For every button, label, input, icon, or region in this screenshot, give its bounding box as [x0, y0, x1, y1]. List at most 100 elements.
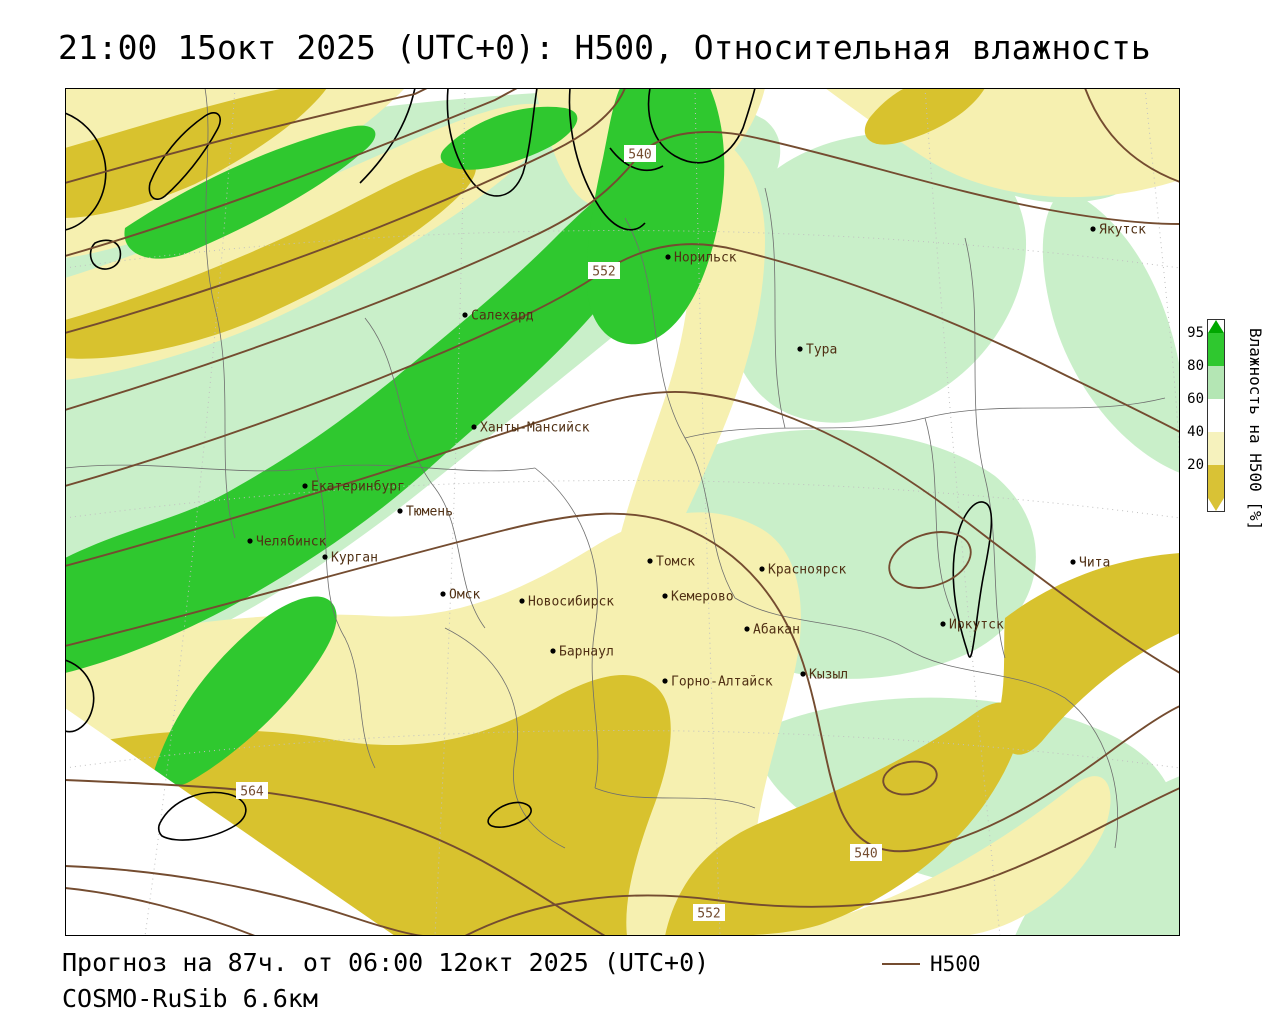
colorbar-tick: 20	[1187, 457, 1204, 473]
contour-label: 564	[236, 782, 268, 800]
city-label: Омск	[449, 588, 480, 603]
city-marker	[322, 554, 328, 560]
city-label: Томск	[656, 555, 695, 570]
colorbar-tick: 40	[1187, 424, 1204, 440]
city: Иркутск	[940, 618, 1004, 633]
contour-label-bg	[850, 844, 882, 861]
city-marker	[1070, 559, 1076, 565]
h500-legend: H500	[882, 952, 981, 976]
humidity-bright-green-layer	[65, 88, 725, 787]
city: Абакан	[744, 623, 800, 638]
city-label: Красноярск	[768, 563, 846, 578]
contour-label-text: 540	[854, 847, 877, 862]
city-label: Абакан	[753, 623, 800, 638]
city: Якутск	[1090, 223, 1146, 238]
city-marker	[759, 566, 765, 572]
contour-label: 552	[588, 262, 620, 280]
map-svg: 540 552 564 540 552 Норильск Салехард Тура Якут…	[65, 88, 1180, 936]
city-marker	[662, 593, 668, 599]
city: Тюмень	[397, 505, 453, 520]
contour-label: 552	[693, 904, 725, 922]
coastlines	[65, 88, 993, 841]
city: Новосибирск	[519, 595, 614, 610]
city-label: Тюмень	[406, 505, 453, 520]
contour-labels: 540 552 564 540 552	[236, 145, 882, 922]
city-label: Кызыл	[809, 668, 848, 683]
city-marker	[647, 558, 653, 564]
city: Омск	[440, 588, 480, 603]
city: Чита	[1070, 556, 1110, 571]
city-marker	[940, 621, 946, 627]
city-label: Ханты-Мансийск	[480, 421, 590, 436]
admin-borders	[65, 88, 1166, 849]
city: Тура	[797, 343, 837, 358]
colorbar-segment	[1208, 320, 1224, 333]
colorbar-segment	[1208, 399, 1224, 432]
city: Салехард	[462, 309, 534, 324]
contour-label-text: 564	[240, 785, 264, 800]
city-marker	[800, 671, 806, 677]
city: Красноярск	[759, 563, 846, 578]
city-label: Барнаул	[559, 645, 614, 660]
colorbar-tick: 95	[1187, 325, 1204, 341]
city-marker	[665, 254, 671, 260]
city-marker	[302, 483, 308, 489]
colorbar-tick: 80	[1187, 358, 1204, 374]
city-label: Якутск	[1099, 223, 1146, 238]
city-label: Челябинск	[256, 535, 327, 550]
city-marker	[662, 678, 668, 684]
city-marker	[519, 598, 525, 604]
colorbar-segment	[1208, 498, 1224, 511]
colorbar-segment	[1208, 366, 1224, 399]
city-marker	[744, 626, 750, 632]
colorbar-label: Влажность на H500 [%]	[1246, 328, 1265, 531]
humidity-colorbar: 95 80 60 40 20	[1186, 319, 1246, 520]
contour-label-bg	[236, 782, 268, 799]
contour-label-bg	[624, 145, 656, 162]
city-label: Екатеринбург	[311, 480, 405, 495]
contour-label-bg	[588, 262, 620, 279]
contour-label-text: 552	[697, 907, 720, 922]
city-marker	[462, 312, 468, 318]
city-label: Тура	[806, 343, 837, 358]
city: Барнаул	[550, 645, 614, 660]
city: Курган	[322, 551, 378, 566]
map-frame	[65, 88, 1180, 936]
city-label: Норильск	[674, 251, 737, 266]
colorbar-segment	[1208, 465, 1224, 498]
city-label: Новосибирск	[528, 595, 614, 610]
city-label: Салехард	[471, 309, 534, 324]
colorbar-bar	[1207, 319, 1225, 512]
city-label: Курган	[331, 551, 378, 566]
contour-label-bg	[693, 904, 725, 921]
cities: Норильск Салехард Тура Якутск Ханты-Мансийск…	[247, 223, 1146, 690]
contour-label-text: 552	[592, 265, 615, 280]
forecast-info: Прогноз на 87ч. от 06:00 12окт 2025 (UTC…	[62, 948, 710, 977]
city: Горно-Алтайск	[662, 675, 773, 690]
city: Томск	[647, 555, 695, 570]
weather-map: 540 552 564 540 552 Норильск Салехард Тура Якут…	[65, 88, 1180, 936]
contour-label: 540	[624, 145, 656, 163]
colorbar-tick: 60	[1187, 391, 1204, 407]
colorbar-segment	[1208, 333, 1224, 366]
city-label: Иркутск	[949, 618, 1004, 633]
city: Кызыл	[800, 668, 848, 683]
city: Ханты-Мансийск	[471, 421, 590, 436]
contour-label-text: 540	[628, 148, 651, 163]
city: Норильск	[665, 251, 737, 266]
city-marker	[397, 508, 403, 514]
city-marker	[247, 538, 253, 544]
colorbar-segment	[1208, 432, 1224, 465]
h500-legend-label: H500	[930, 952, 981, 976]
city-marker	[550, 648, 556, 654]
city-marker	[471, 424, 477, 430]
city-marker	[440, 591, 446, 597]
page-title: 21:00 15окт 2025 (UTC+0): H500, Относите…	[58, 28, 1151, 67]
domain-edge-cut	[65, 708, 395, 936]
city: Челябинск	[247, 535, 327, 550]
h500-legend-line	[882, 963, 920, 965]
city-label: Горно-Алтайск	[671, 675, 773, 690]
contour-label: 540	[850, 844, 882, 862]
city-marker	[797, 346, 803, 352]
contour-lines	[65, 88, 1180, 936]
